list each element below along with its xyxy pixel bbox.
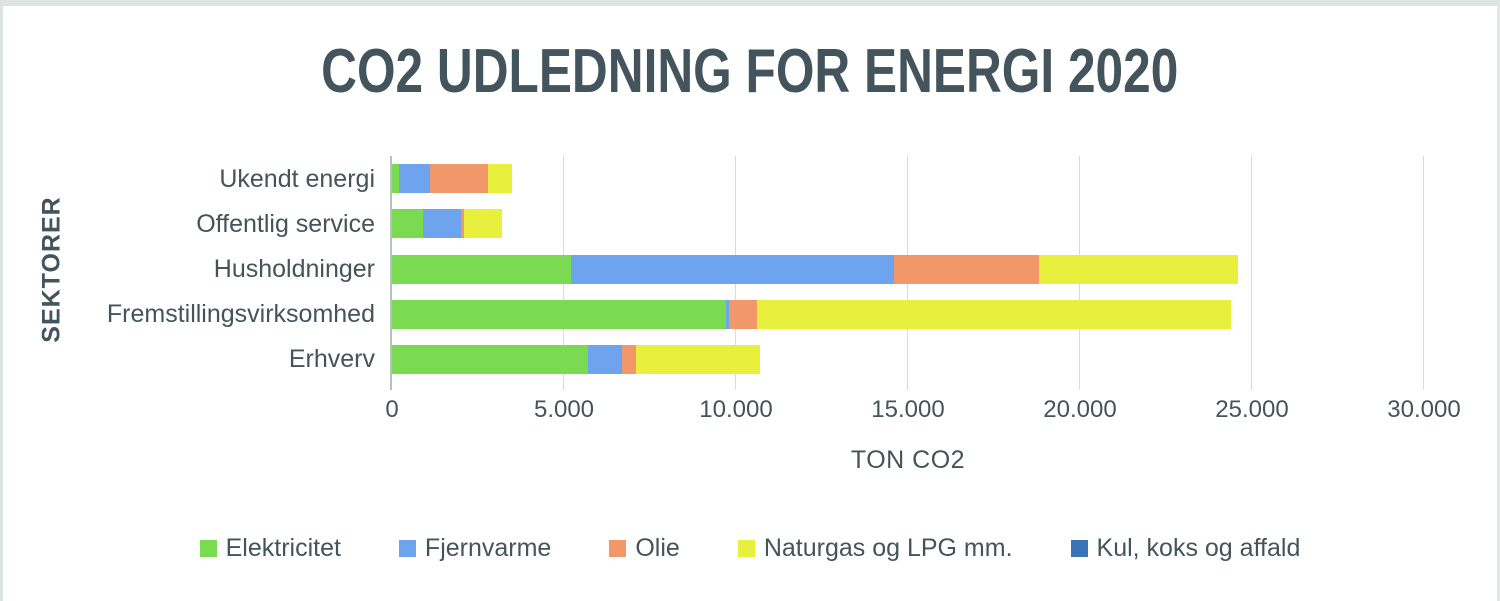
bar-segment <box>488 164 513 194</box>
bar-segment <box>392 209 423 239</box>
category-label: Ukendt energi <box>219 164 375 193</box>
bar-segment <box>725 299 730 329</box>
bar-segment <box>756 299 1232 329</box>
bar-segment <box>392 299 726 329</box>
bar-segment <box>422 209 461 239</box>
legend-label: Olie <box>635 534 680 562</box>
legend-item: Elektricitet <box>199 534 341 563</box>
legend-swatch <box>1070 540 1088 557</box>
bar-row <box>392 299 1232 329</box>
x-tick-label: 20.000 <box>1043 396 1117 423</box>
x-tick-label: 25.000 <box>1215 396 1289 423</box>
legend-label: Naturgas og LPG mm. <box>763 534 1013 562</box>
legend-item: Naturgas og LPG mm. <box>737 534 1013 563</box>
bar-row <box>392 344 761 374</box>
x-tick-label: 0 <box>385 396 399 423</box>
bar-segment <box>894 254 1039 284</box>
gridline <box>1423 156 1424 390</box>
legend-label: Fjernvarme <box>424 534 552 562</box>
legend-swatch <box>398 540 416 557</box>
x-tick-label: 5.000 <box>533 396 595 423</box>
category-label: Offentlig service <box>196 209 375 238</box>
bar-segment <box>398 164 430 194</box>
bar-row <box>392 209 503 239</box>
legend-item: Fjernvarme <box>398 534 552 563</box>
plot-area <box>390 156 1424 390</box>
bar-segment <box>392 164 399 194</box>
bar-segment <box>429 164 489 194</box>
bar-segment <box>392 344 589 374</box>
legend-swatch <box>609 540 627 557</box>
bar-row <box>392 164 513 194</box>
x-axis-ticks: 0 5.000 10.000 15.000 20.000 25.000 30.000 <box>385 396 1460 426</box>
bar-segment <box>464 209 503 239</box>
legend-item: Kul, koks og affald <box>1070 534 1301 563</box>
y-axis-line <box>390 156 392 390</box>
bar-segment <box>460 209 465 239</box>
x-tick-label: 30.000 <box>1387 396 1461 423</box>
x-tick-label: 15.000 <box>871 396 945 423</box>
legend: Elektricitet Fjernvarme Olie Naturgas og LP… <box>3 534 1497 563</box>
chart-title: CO2 UDLEDNING FOR ENERGI 2020 <box>321 37 1179 106</box>
category-label: Husholdninger <box>213 255 375 283</box>
bar-segment <box>622 344 637 374</box>
legend-swatch <box>737 540 755 557</box>
legend-item: Olie <box>609 534 680 563</box>
x-tick-label: 10.000 <box>699 396 773 423</box>
category-label: Fremstillingsvirksomhed <box>106 300 375 329</box>
bar-segment <box>1038 254 1239 284</box>
bar-segment <box>588 344 623 374</box>
bar-segment <box>570 254 895 284</box>
x-axis-title: TON CO2 <box>850 446 966 474</box>
legend-label: Kul, koks og affald <box>1096 534 1301 562</box>
bar-segment <box>729 299 757 329</box>
category-label: Erhverv <box>288 345 375 374</box>
legend-swatch <box>199 540 217 557</box>
bar-segment <box>392 254 571 284</box>
legend-label: Elektricitet <box>225 534 341 562</box>
chart-title-wrap: CO2 UDLEDNING FOR ENERGI 2020 <box>3 36 1497 107</box>
bar-segment <box>636 344 761 374</box>
bar-row <box>392 254 1239 284</box>
gridline <box>1251 156 1252 390</box>
